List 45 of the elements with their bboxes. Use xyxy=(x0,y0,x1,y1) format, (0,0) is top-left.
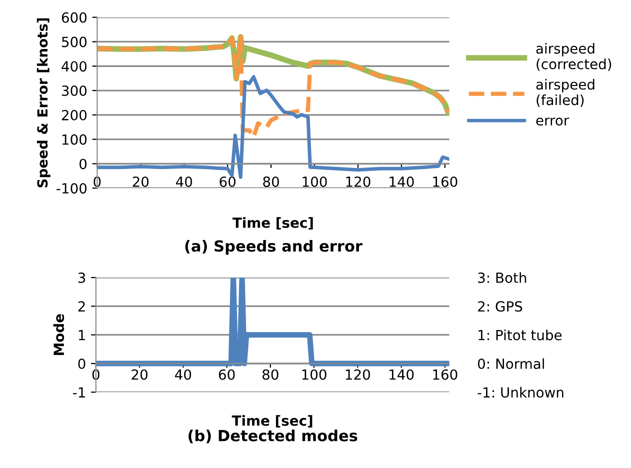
y2-tick-label: 3: Both xyxy=(478,272,526,283)
y-tick-label: 600 xyxy=(62,12,87,23)
x-tick-label: 0 xyxy=(94,176,101,187)
y2-tick-label: -1: Unknown xyxy=(478,386,564,398)
x-tick-label: 160 xyxy=(433,176,458,187)
y-tick-label: 400 xyxy=(62,61,87,72)
x-tick-label: 60 xyxy=(220,176,236,187)
x-tick-label: 120 xyxy=(346,176,370,187)
legend-label: error xyxy=(536,118,570,126)
x-tick-label: 40 xyxy=(176,176,192,187)
y-tick-label: 0 xyxy=(80,158,87,170)
x-tick-label: 0 xyxy=(92,369,100,380)
x-tick-label: 120 xyxy=(346,369,370,380)
x-tick-label: 140 xyxy=(390,369,414,380)
y-tick-label: 2 xyxy=(78,301,85,312)
x-tick-label: 140 xyxy=(390,176,414,187)
y-tick-label: -100 xyxy=(56,183,87,194)
y-tick-label: 3 xyxy=(78,272,86,283)
x-tick-label: 80 xyxy=(262,369,278,380)
x-tick-label: 40 xyxy=(175,369,192,380)
x-axis-title: Time [sec] xyxy=(232,415,312,428)
y-tick-label: 1 xyxy=(78,330,85,340)
y-axis-title: Speed & Error [knots] xyxy=(36,18,50,188)
legend-label: airspeed (failed) xyxy=(536,78,594,107)
text: (b) Detected modes xyxy=(188,430,358,444)
x-axis-title: Time [sec] xyxy=(232,217,313,230)
y-tick-label: 500 xyxy=(62,36,87,48)
text: (a) Speeds and error xyxy=(185,240,362,255)
x-tick-label: 100 xyxy=(302,176,327,187)
y-tick-label: 200 xyxy=(62,110,87,120)
y-axis-title: Mode xyxy=(53,314,64,355)
x-tick-label: 100 xyxy=(302,369,326,380)
x-tick-label: 20 xyxy=(132,369,148,380)
x-tick-label: 60 xyxy=(218,369,235,380)
x-tick-label: 20 xyxy=(132,176,149,187)
y2-tick-label: 0: Normal xyxy=(478,358,544,369)
y-tick-label: 300 xyxy=(62,85,87,96)
y2-tick-label: 1: Pitot tube xyxy=(478,330,562,340)
x-tick-label: 80 xyxy=(263,176,279,187)
y-tick-label: 100 xyxy=(62,134,87,145)
legend-label: airspeed (corrected) xyxy=(536,42,612,71)
y-tick-label: 0 xyxy=(78,358,86,369)
y2-tick-label: 2: GPS xyxy=(478,301,522,312)
y-tick-label: -1 xyxy=(73,387,85,398)
x-tick-label: 160 xyxy=(433,369,458,380)
